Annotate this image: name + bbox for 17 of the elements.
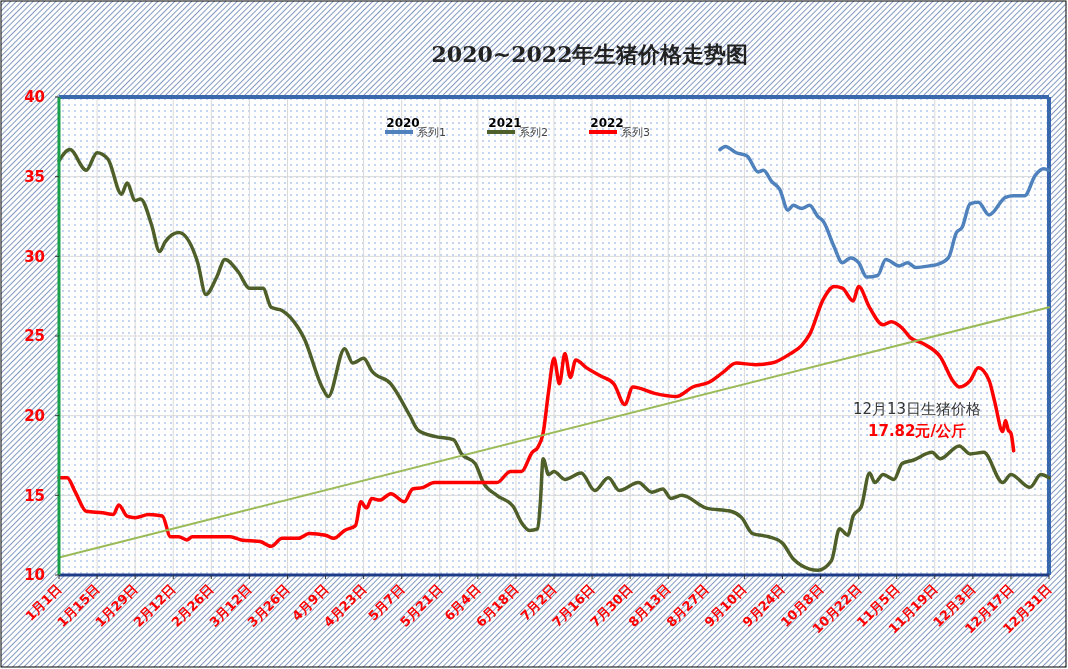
legend-label: 系列2 [519,126,548,139]
y-tick-label: 20 [24,406,45,425]
y-tick-label: 15 [24,486,45,505]
annotation: 2020 [386,116,420,130]
legend-label: 系列1 [417,126,446,139]
y-tick-label: 40 [24,88,45,107]
annotation: 12月13日生猪价格 [852,400,982,418]
chart-title: 2020~2022年生猪价格走势图 [431,41,749,67]
annotation: 2022 [590,116,624,130]
y-tick-label: 35 [24,167,45,186]
annotation: 17.82元/公斤 [868,422,966,440]
annotation: 2021 [488,116,522,130]
line-series [718,144,1051,279]
y-tick-label: 30 [24,247,45,266]
y-tick-label: 10 [24,566,45,585]
y-tick-label: 25 [24,327,45,346]
legend-label: 系列3 [621,126,650,139]
